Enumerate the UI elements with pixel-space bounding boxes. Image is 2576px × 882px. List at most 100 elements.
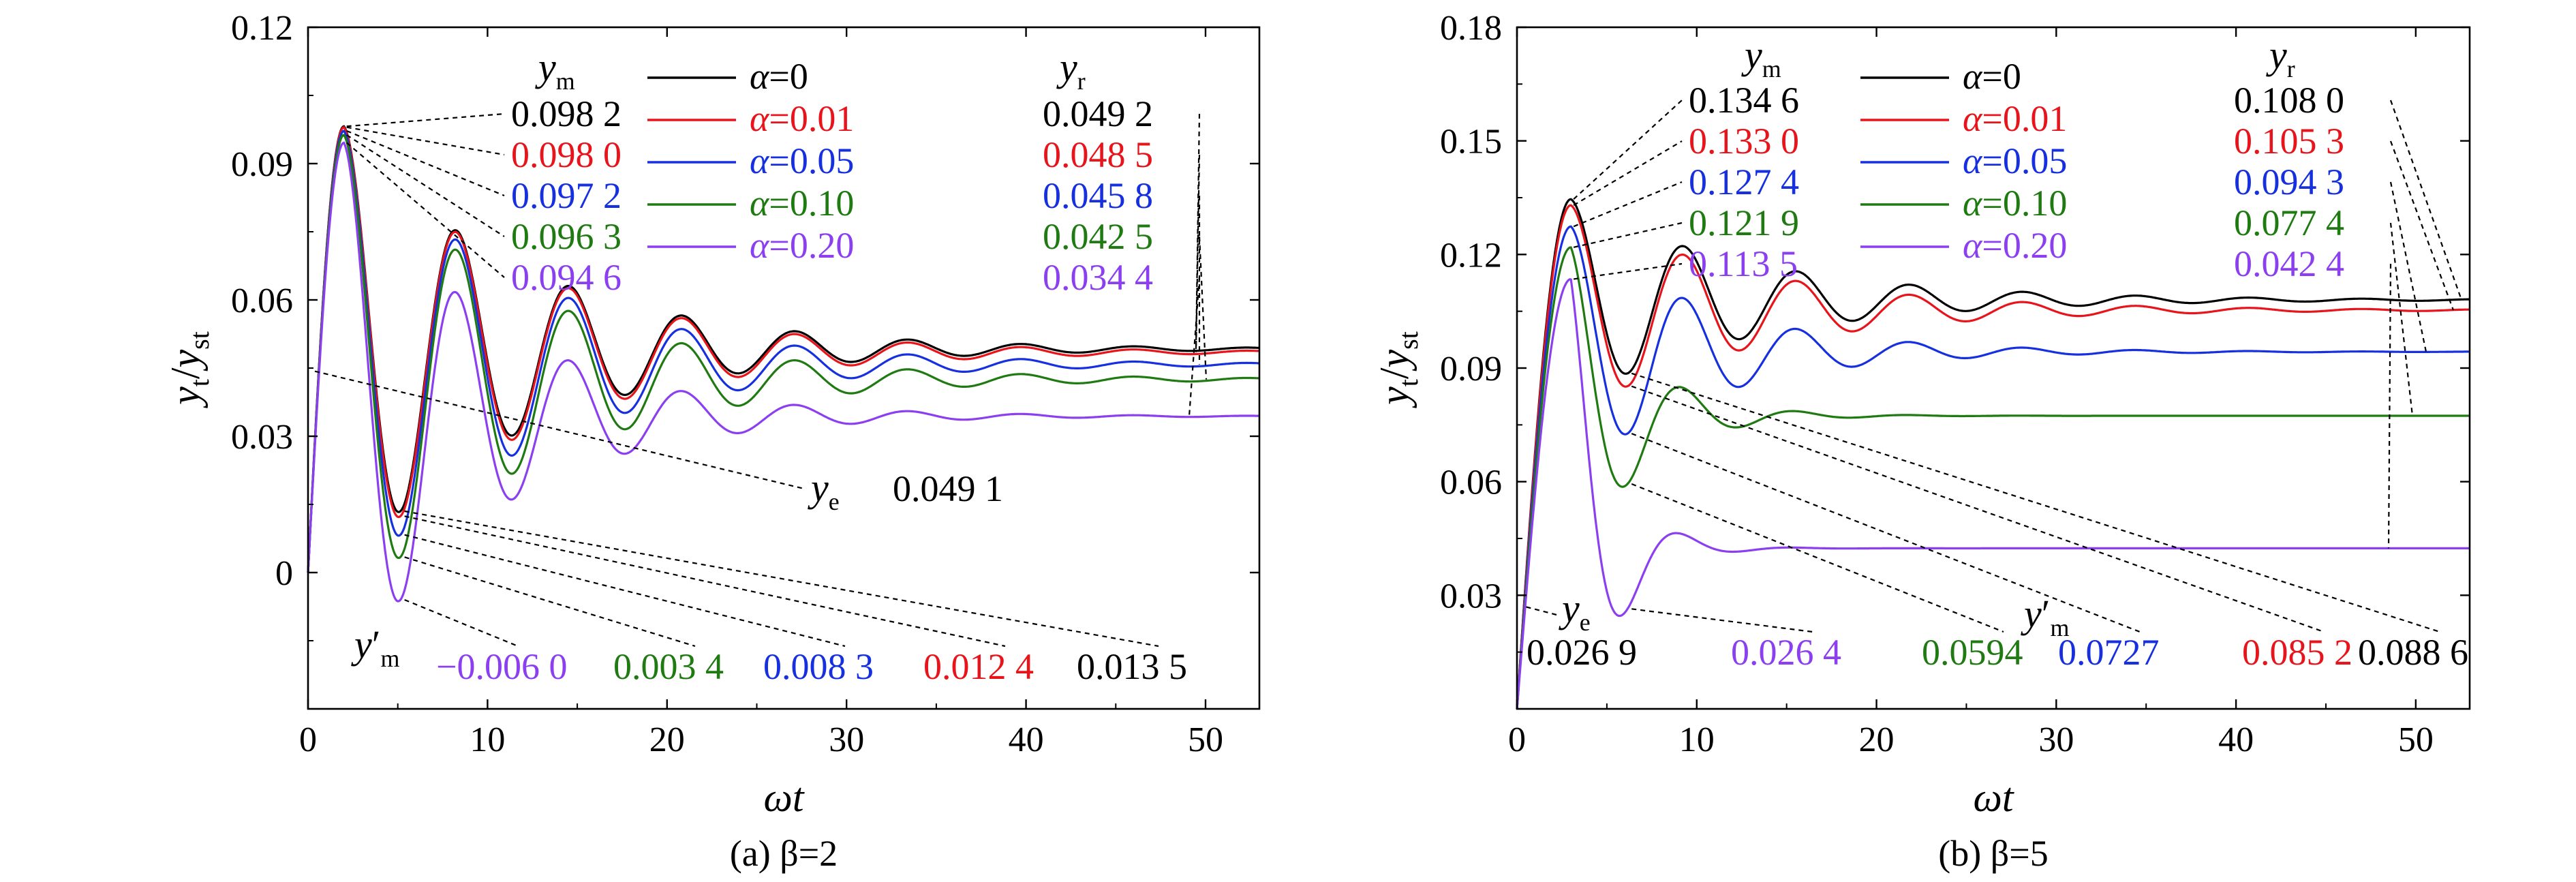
series-line-α=0.10	[307, 134, 1260, 573]
ym-leader	[346, 134, 505, 237]
ymprime-header: y′m	[2021, 592, 2069, 641]
y-tick-label: 0.09	[1440, 350, 1502, 389]
ym-header: ym	[1741, 33, 1781, 82]
ym-leader	[1573, 100, 1683, 200]
yr-leader	[2389, 181, 2427, 352]
ymprime-value: 0.008 3	[763, 646, 874, 687]
yr-leader	[1198, 236, 1208, 380]
ymprime-leader	[1631, 385, 2325, 633]
ym-value: 0.097 2	[511, 175, 622, 216]
yr-leader	[2389, 222, 2414, 416]
legend-entry: α=0.05	[750, 140, 854, 181]
ym-leader	[346, 112, 505, 127]
legend-entry: α=0.10	[750, 183, 854, 224]
ym-value: 0.134 6	[1689, 80, 1799, 121]
yr-value: 0.049 2	[1043, 93, 1153, 134]
ymprime-leader	[1631, 433, 2141, 633]
series-line-α=0.05	[307, 130, 1259, 573]
y-tick-label: 0.06	[1440, 463, 1502, 502]
legend-entry: α=0	[1963, 56, 2021, 97]
ym-value: 0.133 0	[1689, 121, 1799, 162]
yr-value: 0.034 4	[1043, 257, 1153, 298]
yr-value: 0.045 8	[1043, 175, 1153, 216]
x-tick-label: 10	[1679, 720, 1715, 759]
yr-header: yr	[2266, 33, 2295, 82]
y-axis-label: yt/yst	[1372, 331, 1424, 409]
ymprime-leader	[404, 534, 846, 648]
x-tick-label: 40	[2218, 720, 2254, 759]
ymprime-value: 0.026 4	[1731, 632, 1841, 673]
ym-leader	[1573, 181, 1683, 228]
x-axis-label: ωt	[763, 775, 804, 820]
legend-entry: α=0.20	[750, 225, 854, 266]
ym-leader	[346, 142, 505, 278]
legend-entry: α=0.05	[1963, 140, 2067, 181]
ymprime-value: −0.006 0	[436, 646, 567, 687]
ye-header: ye	[1559, 586, 1591, 636]
series-line-α=0.01	[1516, 204, 2470, 710]
legend-entry: α=0.10	[1963, 183, 2067, 224]
yr-value: 0.108 0	[2234, 80, 2344, 121]
ymprime-value: 0.0594	[1922, 632, 2023, 673]
x-tick-label: 40	[1009, 720, 1044, 759]
series-line-α=0.20	[307, 141, 1259, 603]
x-tick-label: 0	[1508, 720, 1526, 759]
ym-leader	[346, 130, 505, 197]
ym-value: 0.098 2	[511, 93, 622, 134]
ymprime-leader	[404, 598, 519, 648]
x-tick-label: 20	[1859, 720, 1895, 759]
ymprime-leader	[404, 556, 696, 648]
ym-value: 0.121 9	[1689, 202, 1799, 243]
ymprime-value: 0.088 6	[2358, 632, 2468, 673]
ym-value: 0.096 3	[511, 216, 622, 257]
ym-leader	[1573, 222, 1683, 248]
yr-leader	[2389, 140, 2455, 311]
ymprime-value: 0.0727	[2058, 632, 2160, 673]
ymprime-header: y′m	[351, 622, 399, 672]
ym-leader	[346, 126, 505, 156]
x-tick-label: 0	[299, 720, 317, 759]
y-tick-label: 0	[275, 554, 293, 593]
yr-value: 0.048 5	[1043, 134, 1153, 175]
series-line-α=0	[1516, 198, 2470, 710]
ye-header: ye	[808, 466, 840, 515]
x-axis-label: ωt	[1973, 775, 2014, 820]
ye-value: 0.026 9	[1527, 632, 1637, 673]
x-tick-label: 20	[649, 720, 685, 759]
yr-value: 0.105 3	[2234, 121, 2344, 162]
x-tick-label: 30	[2038, 720, 2074, 759]
ymprime-value: 0.003 4	[613, 646, 724, 687]
panel-caption: (b) β=5	[1938, 833, 2048, 874]
ye-leader	[314, 370, 805, 490]
yr-header: yr	[1056, 45, 1086, 95]
yr-leader	[2387, 263, 2392, 549]
ye-value: 0.049 1	[893, 468, 1003, 509]
y-tick-label: 0.03	[1440, 577, 1502, 615]
yr-value: 0.042 4	[2234, 243, 2344, 284]
yr-leader	[2389, 100, 2463, 301]
ymprime-value: 0.013 5	[1077, 646, 1187, 687]
legend-entry: α=0.01	[1963, 98, 2067, 139]
y-tick-label: 0.12	[1440, 236, 1502, 275]
ymprime-value: 0.085 2	[2242, 632, 2352, 673]
series-line-α=0.01	[307, 125, 1260, 573]
y-tick-label: 0.06	[231, 282, 293, 320]
ymprime-leader	[404, 510, 1159, 648]
chart-panel-b: 0 10 20 30 40 50 0.03 0.06 0.09 0.12 0.15 0.18 ωt yt/…	[1372, 9, 2471, 874]
series-line-α=0.05	[1516, 225, 2470, 710]
ymprime-leader	[404, 515, 1006, 648]
x-tick-label: 50	[2398, 720, 2434, 759]
yr-value: 0.094 3	[2234, 162, 2344, 202]
chart-panel-a: 0 10 20 30 40 50 0 0.03 0.06 0.09 0.12 ωt yt/yst (a) …	[163, 9, 1261, 874]
ymprime-value: 0.012 4	[923, 646, 1034, 687]
ym-leader	[1573, 140, 1683, 207]
series-line-α=0.20	[1516, 277, 2470, 710]
ye-leader	[1524, 605, 1557, 616]
ymprime-leader	[1631, 608, 1813, 633]
panel-caption: (a) β=2	[730, 833, 838, 874]
yr-leader	[1188, 277, 1201, 416]
legend-entry: α=0.01	[750, 98, 854, 139]
ymprime-leader	[1631, 483, 2004, 633]
ym-value: 0.098 0	[511, 134, 622, 175]
